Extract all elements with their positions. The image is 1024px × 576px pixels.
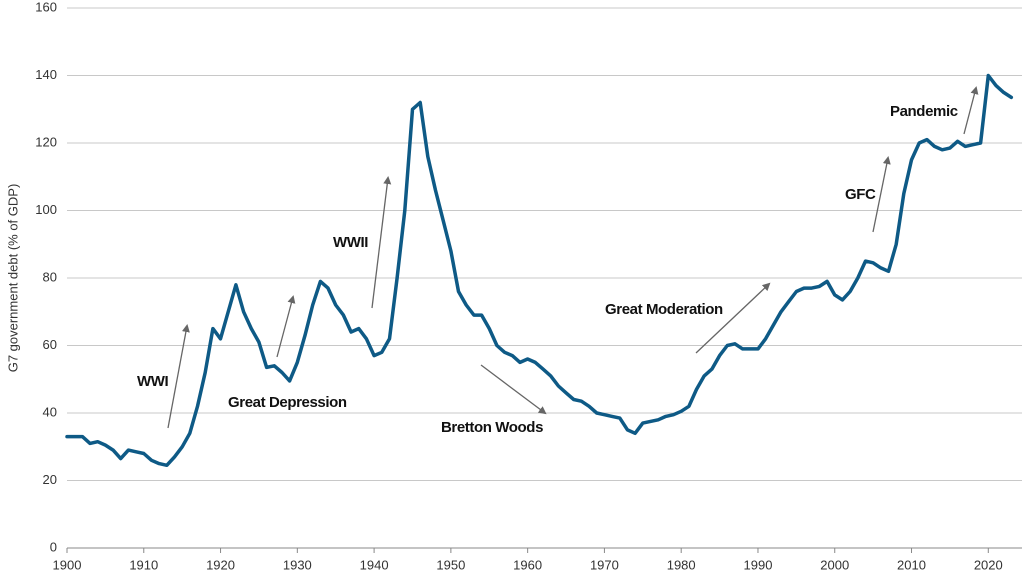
annotation-arrow: [276, 295, 296, 358]
annotation-arrow: [371, 176, 392, 309]
y-tick-label: 160: [35, 0, 57, 14]
x-tick-label: 2000: [820, 557, 849, 572]
x-tick-label: 1910: [129, 557, 158, 572]
annotation-arrow: [480, 364, 547, 415]
y-tick-label: 80: [43, 269, 57, 284]
x-tick-label: 2020: [974, 557, 1003, 572]
annotation: Pandemic: [890, 103, 958, 120]
x-tick-label: 1920: [206, 557, 235, 572]
y-tick-label: 100: [35, 202, 57, 217]
y-tick-label: 40: [43, 404, 57, 419]
x-tick-label: 1950: [436, 557, 465, 572]
y-tick-label: 120: [35, 134, 57, 149]
y-axis-label: G7 government debt (% of GDP): [5, 184, 20, 373]
annotation-arrow: [963, 86, 979, 135]
x-tick-label: 1970: [590, 557, 619, 572]
x-tick-label: 1990: [744, 557, 773, 572]
annotation: WWI: [137, 373, 169, 390]
x-tick-label: 1960: [513, 557, 542, 572]
annotation-arrow: [872, 156, 891, 233]
x-tick-label: 1930: [283, 557, 312, 572]
annotation: GFC: [845, 186, 876, 203]
y-tick-label: 140: [35, 67, 57, 82]
annotation-arrow: [167, 324, 190, 429]
annotation: Bretton Woods: [441, 419, 543, 436]
x-tick-label: 1940: [360, 557, 389, 572]
annotation: Great Depression: [228, 394, 347, 411]
annotation: Great Moderation: [605, 301, 723, 318]
y-tick-label: 60: [43, 337, 57, 352]
annotation: WWII: [333, 234, 368, 251]
annotation-arrow: [695, 282, 771, 354]
y-tick-label: 0: [50, 539, 57, 554]
x-tick-label: 2010: [897, 557, 926, 572]
x-tick-label: 1980: [667, 557, 696, 572]
y-tick-label: 20: [43, 472, 57, 487]
debt-line: [65, 73, 1014, 468]
x-tick-label: 1900: [53, 557, 82, 572]
